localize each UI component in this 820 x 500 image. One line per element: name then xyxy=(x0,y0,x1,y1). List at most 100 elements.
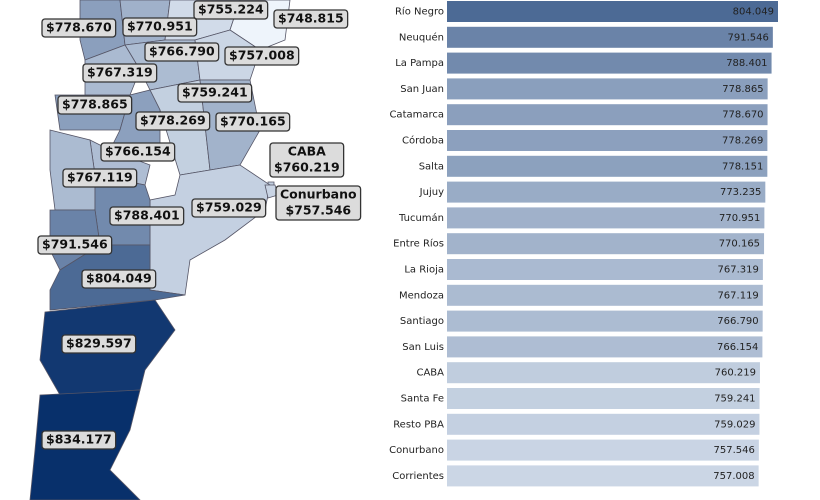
region-label: $834.177 xyxy=(41,430,117,450)
category-label: Río Negro xyxy=(395,6,444,18)
label-box xyxy=(109,206,185,226)
label-box xyxy=(41,430,117,450)
region-label: $829.597 xyxy=(61,334,137,354)
region-value: $770.951 xyxy=(127,19,193,34)
region-value: $770.165 xyxy=(220,114,286,129)
bar xyxy=(447,259,763,280)
bar xyxy=(447,155,768,177)
label-box xyxy=(57,95,133,115)
region-value: $778.670 xyxy=(46,20,112,35)
region-label: $788.401 xyxy=(109,206,185,226)
label-box xyxy=(135,111,211,131)
category-label: San Luis xyxy=(402,342,444,353)
value-label: 778.151 xyxy=(722,161,763,172)
value-label: 767.319 xyxy=(718,265,759,276)
region-label: $778.865 xyxy=(57,95,133,115)
value-label: 804.049 xyxy=(733,7,774,18)
bar xyxy=(447,336,763,358)
bar xyxy=(447,388,760,409)
region-value: $767.319 xyxy=(87,65,153,80)
category-label: CABA xyxy=(416,368,444,379)
label-box xyxy=(61,334,137,354)
label-box xyxy=(100,142,176,162)
value-label: 767.119 xyxy=(717,290,758,301)
label-box xyxy=(62,168,138,188)
bar xyxy=(447,78,768,100)
label-box xyxy=(275,185,362,221)
category-label: Neuquén xyxy=(399,31,444,43)
region-label: Conurbano$757.546 xyxy=(275,185,362,221)
value-label: 760.219 xyxy=(715,368,756,379)
value-label: 757.546 xyxy=(713,445,754,456)
region-label: $759.029 xyxy=(191,198,267,218)
region-value: $766.790 xyxy=(149,44,215,59)
value-label: 759.241 xyxy=(714,394,755,405)
region-label: $770.951 xyxy=(122,17,198,37)
category-label: Resto PBA xyxy=(393,419,444,430)
region-value: $755.224 xyxy=(198,2,264,17)
region-label: $778.670 xyxy=(41,18,117,38)
region-label: $748.815 xyxy=(273,9,349,29)
region-value: $760.219 xyxy=(274,160,340,175)
value-label: 770.165 xyxy=(719,239,760,250)
value-label: 759.029 xyxy=(714,419,755,430)
bar xyxy=(447,207,765,229)
region-value: $767.119 xyxy=(67,170,133,185)
label-box xyxy=(144,42,220,62)
region-value: $829.597 xyxy=(66,336,132,351)
bar xyxy=(447,104,768,126)
label-box xyxy=(215,112,291,132)
region-value: $748.815 xyxy=(278,11,344,26)
value-label: 778.865 xyxy=(722,84,763,95)
region-label: $770.165 xyxy=(215,112,291,132)
category-label: Corrientes xyxy=(392,471,444,482)
value-label: 791.546 xyxy=(727,32,768,43)
value-label: 788.401 xyxy=(726,58,767,69)
bar xyxy=(447,233,765,255)
value-label: 757.008 xyxy=(713,471,754,482)
region-label: $767.319 xyxy=(82,63,158,83)
region-value: $766.154 xyxy=(105,144,171,159)
category-label: San Juan xyxy=(400,84,444,95)
region-label: $766.154 xyxy=(100,142,176,162)
region-label: $759.241 xyxy=(177,83,253,103)
category-label: Mendoza xyxy=(399,290,444,301)
category-label: Conurbano xyxy=(389,445,444,456)
value-label: 766.790 xyxy=(717,316,758,327)
region-value: $804.049 xyxy=(86,271,152,286)
region-value: $759.241 xyxy=(182,85,248,100)
region-value: $778.865 xyxy=(62,97,128,112)
value-label: 766.154 xyxy=(717,342,758,353)
value-label: 770.951 xyxy=(719,213,760,224)
label-box xyxy=(122,17,198,37)
label-box xyxy=(82,63,158,83)
bar xyxy=(447,26,773,48)
region-label: $778.269 xyxy=(135,111,211,131)
category-label: Catamarca xyxy=(389,110,444,121)
value-label: 773.235 xyxy=(720,187,761,198)
region-label: $804.049 xyxy=(81,269,157,289)
region-value: $791.546 xyxy=(42,237,108,252)
label-box xyxy=(193,0,269,20)
region xyxy=(149,164,271,296)
category-label: Córdoba xyxy=(402,135,444,147)
bar xyxy=(447,52,772,74)
region-name: Conurbano xyxy=(280,187,357,202)
label-box xyxy=(41,18,117,38)
bar xyxy=(447,284,763,306)
label-box xyxy=(191,198,267,218)
category-label: Jujuy xyxy=(419,187,444,198)
bar xyxy=(447,181,766,203)
value-label: 778.269 xyxy=(722,136,763,147)
region-value: $788.401 xyxy=(114,208,180,223)
region-label: $767.119 xyxy=(62,168,138,188)
region-label: $757.008 xyxy=(224,46,300,66)
category-label: La Pampa xyxy=(395,58,444,69)
category-label: Santiago xyxy=(400,316,444,327)
region-label: $755.224 xyxy=(193,0,269,20)
bar xyxy=(447,310,763,332)
label-box xyxy=(273,9,349,29)
region-value: $757.546 xyxy=(285,203,351,218)
